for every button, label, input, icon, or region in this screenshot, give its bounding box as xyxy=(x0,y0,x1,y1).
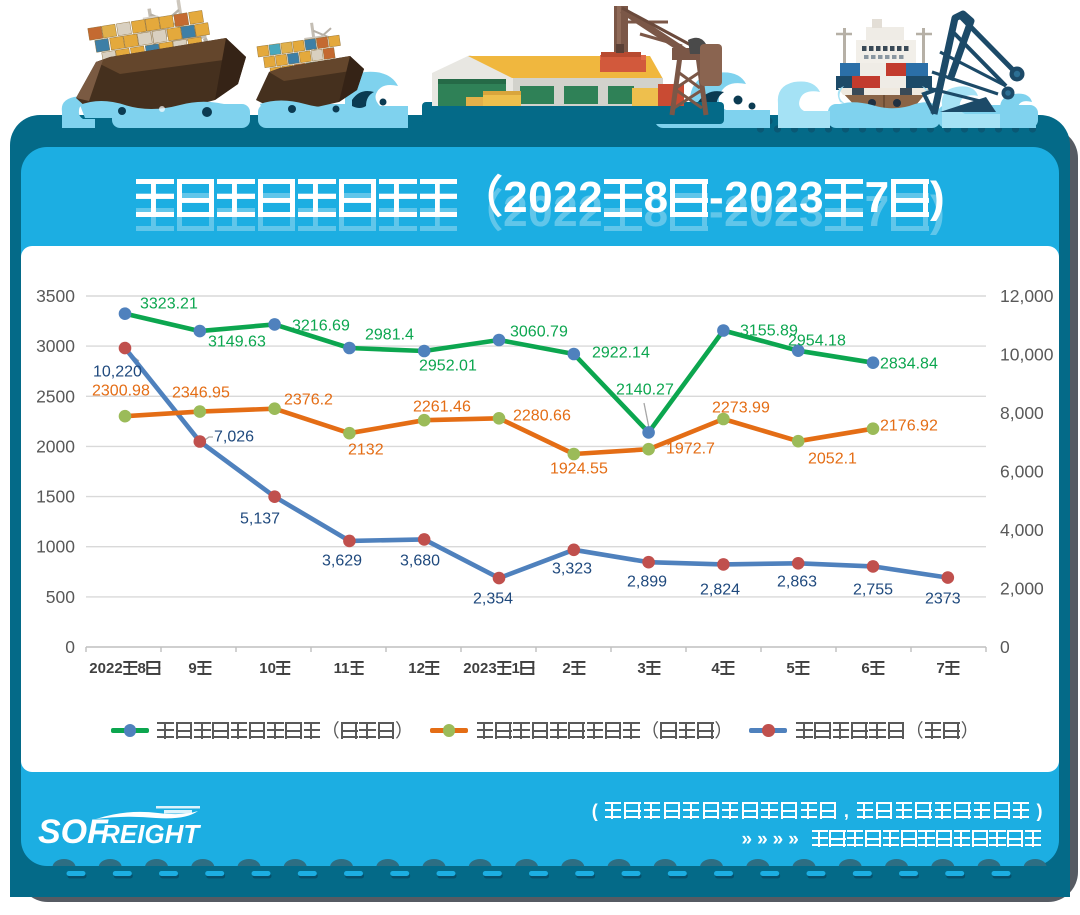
svg-text:2261.46: 2261.46 xyxy=(413,399,471,416)
svg-text:2,000: 2,000 xyxy=(1000,579,1044,599)
svg-text:4,000: 4,000 xyxy=(1000,520,1044,540)
svg-text:SOF: SOF xyxy=(38,813,109,851)
svg-text:2,354: 2,354 xyxy=(473,591,513,608)
svg-text:1500: 1500 xyxy=(36,487,75,507)
svg-text:10,220: 10,220 xyxy=(93,364,142,381)
svg-text:3060.79: 3060.79 xyxy=(510,324,568,341)
svg-text:3000: 3000 xyxy=(36,336,75,356)
svg-text:2954.18: 2954.18 xyxy=(788,333,846,350)
svg-text:12,000: 12,000 xyxy=(1000,286,1054,306)
svg-text:2500: 2500 xyxy=(36,386,75,406)
svg-text:3149.63: 3149.63 xyxy=(208,334,266,351)
svg-text:2052.1: 2052.1 xyxy=(808,451,857,468)
svg-text:1924.55: 1924.55 xyxy=(550,461,608,478)
svg-text:1000: 1000 xyxy=(36,537,75,557)
svg-text:2280.66: 2280.66 xyxy=(513,408,571,425)
svg-text:3,323: 3,323 xyxy=(552,561,592,578)
svg-text:7,026: 7,026 xyxy=(214,429,254,446)
svg-text:3216.69: 3216.69 xyxy=(292,318,350,335)
svg-text:2346.95: 2346.95 xyxy=(172,385,230,402)
svg-text:3,629: 3,629 xyxy=(322,553,362,570)
svg-text:6,000: 6,000 xyxy=(1000,462,1044,482)
svg-text:2922.14: 2922.14 xyxy=(592,345,650,362)
svg-text:2000: 2000 xyxy=(36,436,75,456)
svg-text:3500: 3500 xyxy=(36,286,75,306)
svg-text:2140.27: 2140.27 xyxy=(616,382,674,399)
svg-text:2,755: 2,755 xyxy=(853,582,893,599)
svg-text:2,899: 2,899 xyxy=(627,574,667,591)
svg-text:2176.92: 2176.92 xyxy=(880,418,938,435)
svg-text:3323.21: 3323.21 xyxy=(140,296,198,313)
svg-text:2300.98: 2300.98 xyxy=(92,383,150,400)
svg-text:3,680: 3,680 xyxy=(400,553,440,570)
svg-text:0: 0 xyxy=(65,637,75,657)
svg-text:2373: 2373 xyxy=(925,591,961,608)
svg-text:2132: 2132 xyxy=(348,442,384,459)
svg-text:2273.99: 2273.99 xyxy=(712,400,770,417)
svg-text:2952.01: 2952.01 xyxy=(419,358,477,375)
svg-text:8,000: 8,000 xyxy=(1000,403,1044,423)
svg-text:2834.84: 2834.84 xyxy=(880,356,938,373)
svg-text:3155.89: 3155.89 xyxy=(740,323,798,340)
svg-text:5,137: 5,137 xyxy=(240,511,280,528)
svg-text:10,000: 10,000 xyxy=(1000,345,1054,365)
svg-text:0: 0 xyxy=(1000,637,1010,657)
svg-text:2,863: 2,863 xyxy=(777,574,817,591)
svg-text:2981.4: 2981.4 xyxy=(365,327,414,344)
svg-text:2,824: 2,824 xyxy=(700,582,740,599)
svg-text:2376.2: 2376.2 xyxy=(284,392,333,409)
svg-text:500: 500 xyxy=(46,587,75,607)
svg-text:REIGHT: REIGHT xyxy=(101,819,201,849)
svg-text:1972.7: 1972.7 xyxy=(666,441,715,458)
